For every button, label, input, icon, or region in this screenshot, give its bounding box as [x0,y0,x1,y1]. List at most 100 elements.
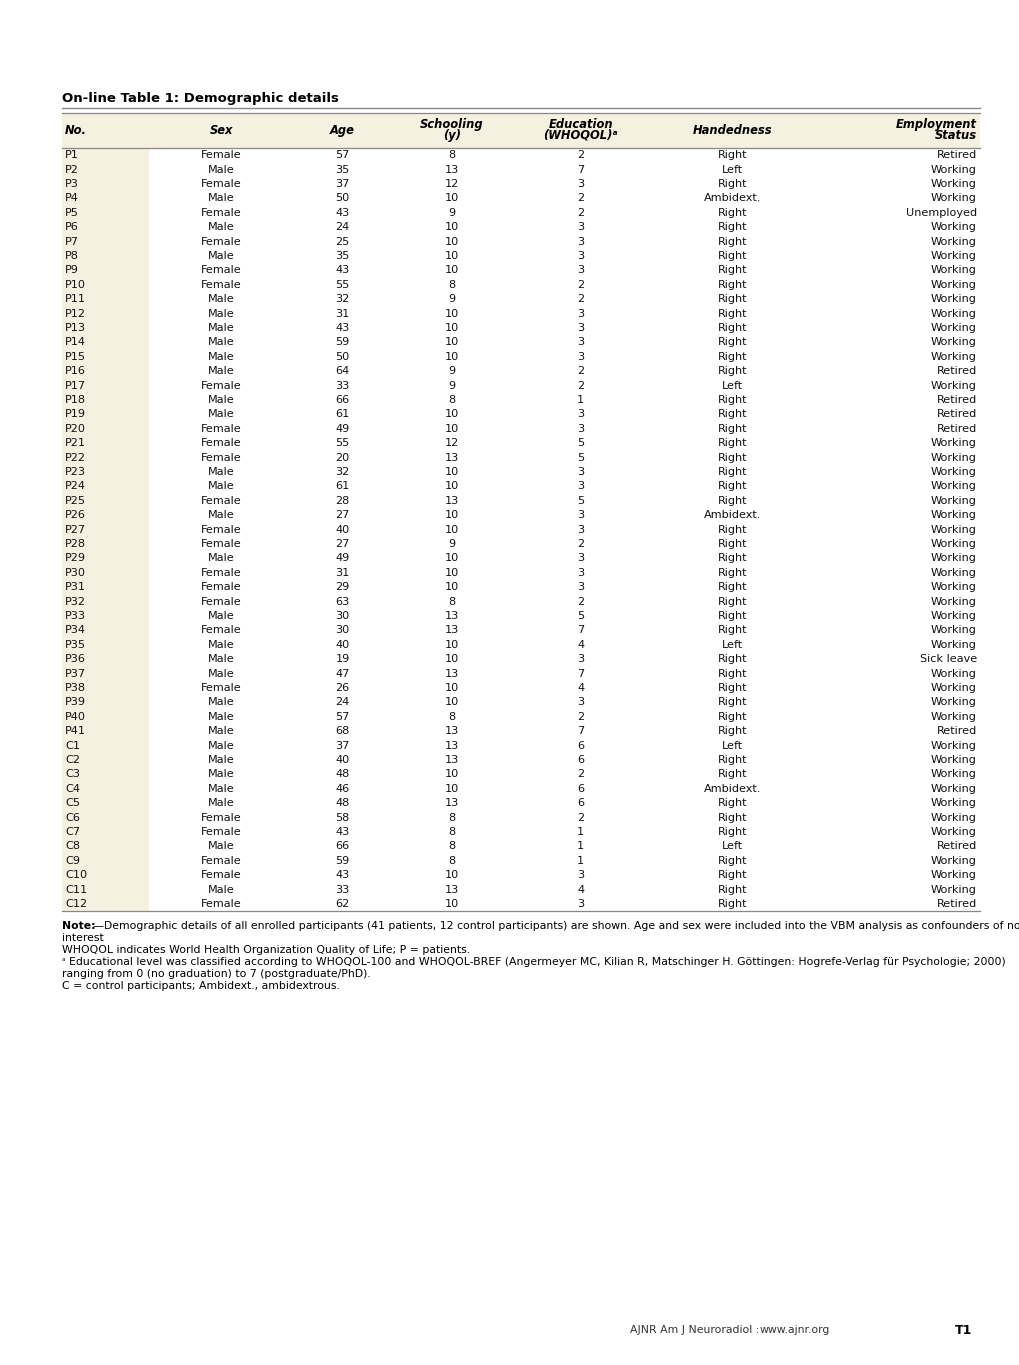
Text: 3: 3 [577,698,584,707]
Text: 2: 2 [577,150,584,160]
Text: 2: 2 [577,366,584,377]
Text: 7: 7 [577,669,584,678]
Text: Female: Female [201,568,242,577]
Text: Female: Female [201,438,242,448]
Text: Working: Working [930,324,976,333]
Text: 47: 47 [335,669,350,678]
Text: 9: 9 [447,366,454,377]
Text: C4: C4 [65,784,79,794]
Text: 10: 10 [444,423,459,434]
Text: Female: Female [201,900,242,909]
Text: 62: 62 [335,900,350,909]
Text: Right: Right [717,524,746,535]
Text: www.ajnr.org: www.ajnr.org [759,1325,829,1335]
Text: 1: 1 [577,394,584,405]
Text: 43: 43 [335,871,350,880]
Text: 50: 50 [335,352,350,362]
Text: 3: 3 [577,337,584,348]
Text: Right: Right [717,871,746,880]
Text: 3: 3 [577,222,584,232]
Text: Right: Right [717,682,746,693]
Text: Right: Right [717,553,746,564]
Text: P40: P40 [65,711,86,722]
Text: Right: Right [717,352,746,362]
Text: 4: 4 [577,640,584,650]
Text: C2: C2 [65,755,79,764]
Text: 2: 2 [577,812,584,823]
Text: Right: Right [717,755,746,764]
Text: 66: 66 [335,394,350,405]
Text: 8: 8 [447,711,454,722]
Text: 2: 2 [577,295,584,304]
Text: 3: 3 [577,410,584,419]
Text: P9: P9 [65,265,78,276]
Text: C3: C3 [65,770,79,779]
Text: 24: 24 [335,222,350,232]
Text: Male: Male [208,194,234,203]
Text: 13: 13 [444,495,459,506]
Text: P28: P28 [65,539,86,549]
Text: 2: 2 [577,597,584,606]
Text: P6: P6 [65,222,78,232]
Text: Male: Male [208,352,234,362]
Text: Working: Working [930,568,976,577]
Text: Male: Male [208,654,234,665]
Text: Working: Working [930,784,976,794]
Text: 8: 8 [447,280,454,289]
Text: Right: Right [717,539,746,549]
Text: Female: Female [201,453,242,463]
Text: Female: Female [201,597,242,606]
Text: 27: 27 [335,539,350,549]
Text: 1: 1 [577,841,584,852]
Text: P21: P21 [65,438,86,448]
Text: 10: 10 [444,352,459,362]
Text: Right: Right [717,612,746,621]
Text: Male: Male [208,308,234,318]
Text: 40: 40 [335,640,350,650]
Text: On-line Table 1: Demographic details: On-line Table 1: Demographic details [62,91,338,105]
Text: Right: Right [717,295,746,304]
Text: P12: P12 [65,308,86,318]
Text: 3: 3 [577,467,584,476]
Text: P17: P17 [65,381,86,390]
Text: Unemployed: Unemployed [905,207,976,218]
Text: interest: interest [62,934,104,943]
Text: 10: 10 [444,583,459,592]
Text: 1: 1 [577,827,584,837]
Text: Right: Right [717,453,746,463]
Text: 50: 50 [335,194,350,203]
Text: Female: Female [201,682,242,693]
Text: Retired: Retired [935,726,976,736]
Text: Right: Right [717,207,746,218]
Text: 10: 10 [444,682,459,693]
Text: Retired: Retired [935,900,976,909]
Text: 10: 10 [444,308,459,318]
Text: Right: Right [717,698,746,707]
Text: Male: Male [208,770,234,779]
Text: 46: 46 [335,784,350,794]
Text: 13: 13 [444,625,459,635]
Text: Male: Male [208,841,234,852]
Text: Right: Right [717,726,746,736]
Text: 6: 6 [577,784,584,794]
Text: WHOQOL indicates World Health Organization Quality of Life; P = patients.: WHOQOL indicates World Health Organizati… [62,945,470,955]
Text: Working: Working [930,265,976,276]
Text: Working: Working [930,827,976,837]
Text: 6: 6 [577,741,584,751]
Text: P22: P22 [65,453,86,463]
Text: Right: Right [717,410,746,419]
Text: Male: Male [208,410,234,419]
Text: Working: Working [930,467,976,476]
Text: 10: 10 [444,236,459,247]
Text: ranging from 0 (no graduation) to 7 (postgraduate/PhD).: ranging from 0 (no graduation) to 7 (pos… [62,969,370,979]
Text: Working: Working [930,597,976,606]
Text: Left: Left [721,741,742,751]
Text: 2: 2 [577,207,584,218]
Text: 10: 10 [444,265,459,276]
Text: AJNR Am J Neuroradiol :: AJNR Am J Neuroradiol : [630,1325,758,1335]
Text: Male: Male [208,337,234,348]
Text: Working: Working [930,194,976,203]
Text: Working: Working [930,352,976,362]
Text: Female: Female [201,265,242,276]
Text: 10: 10 [444,410,459,419]
